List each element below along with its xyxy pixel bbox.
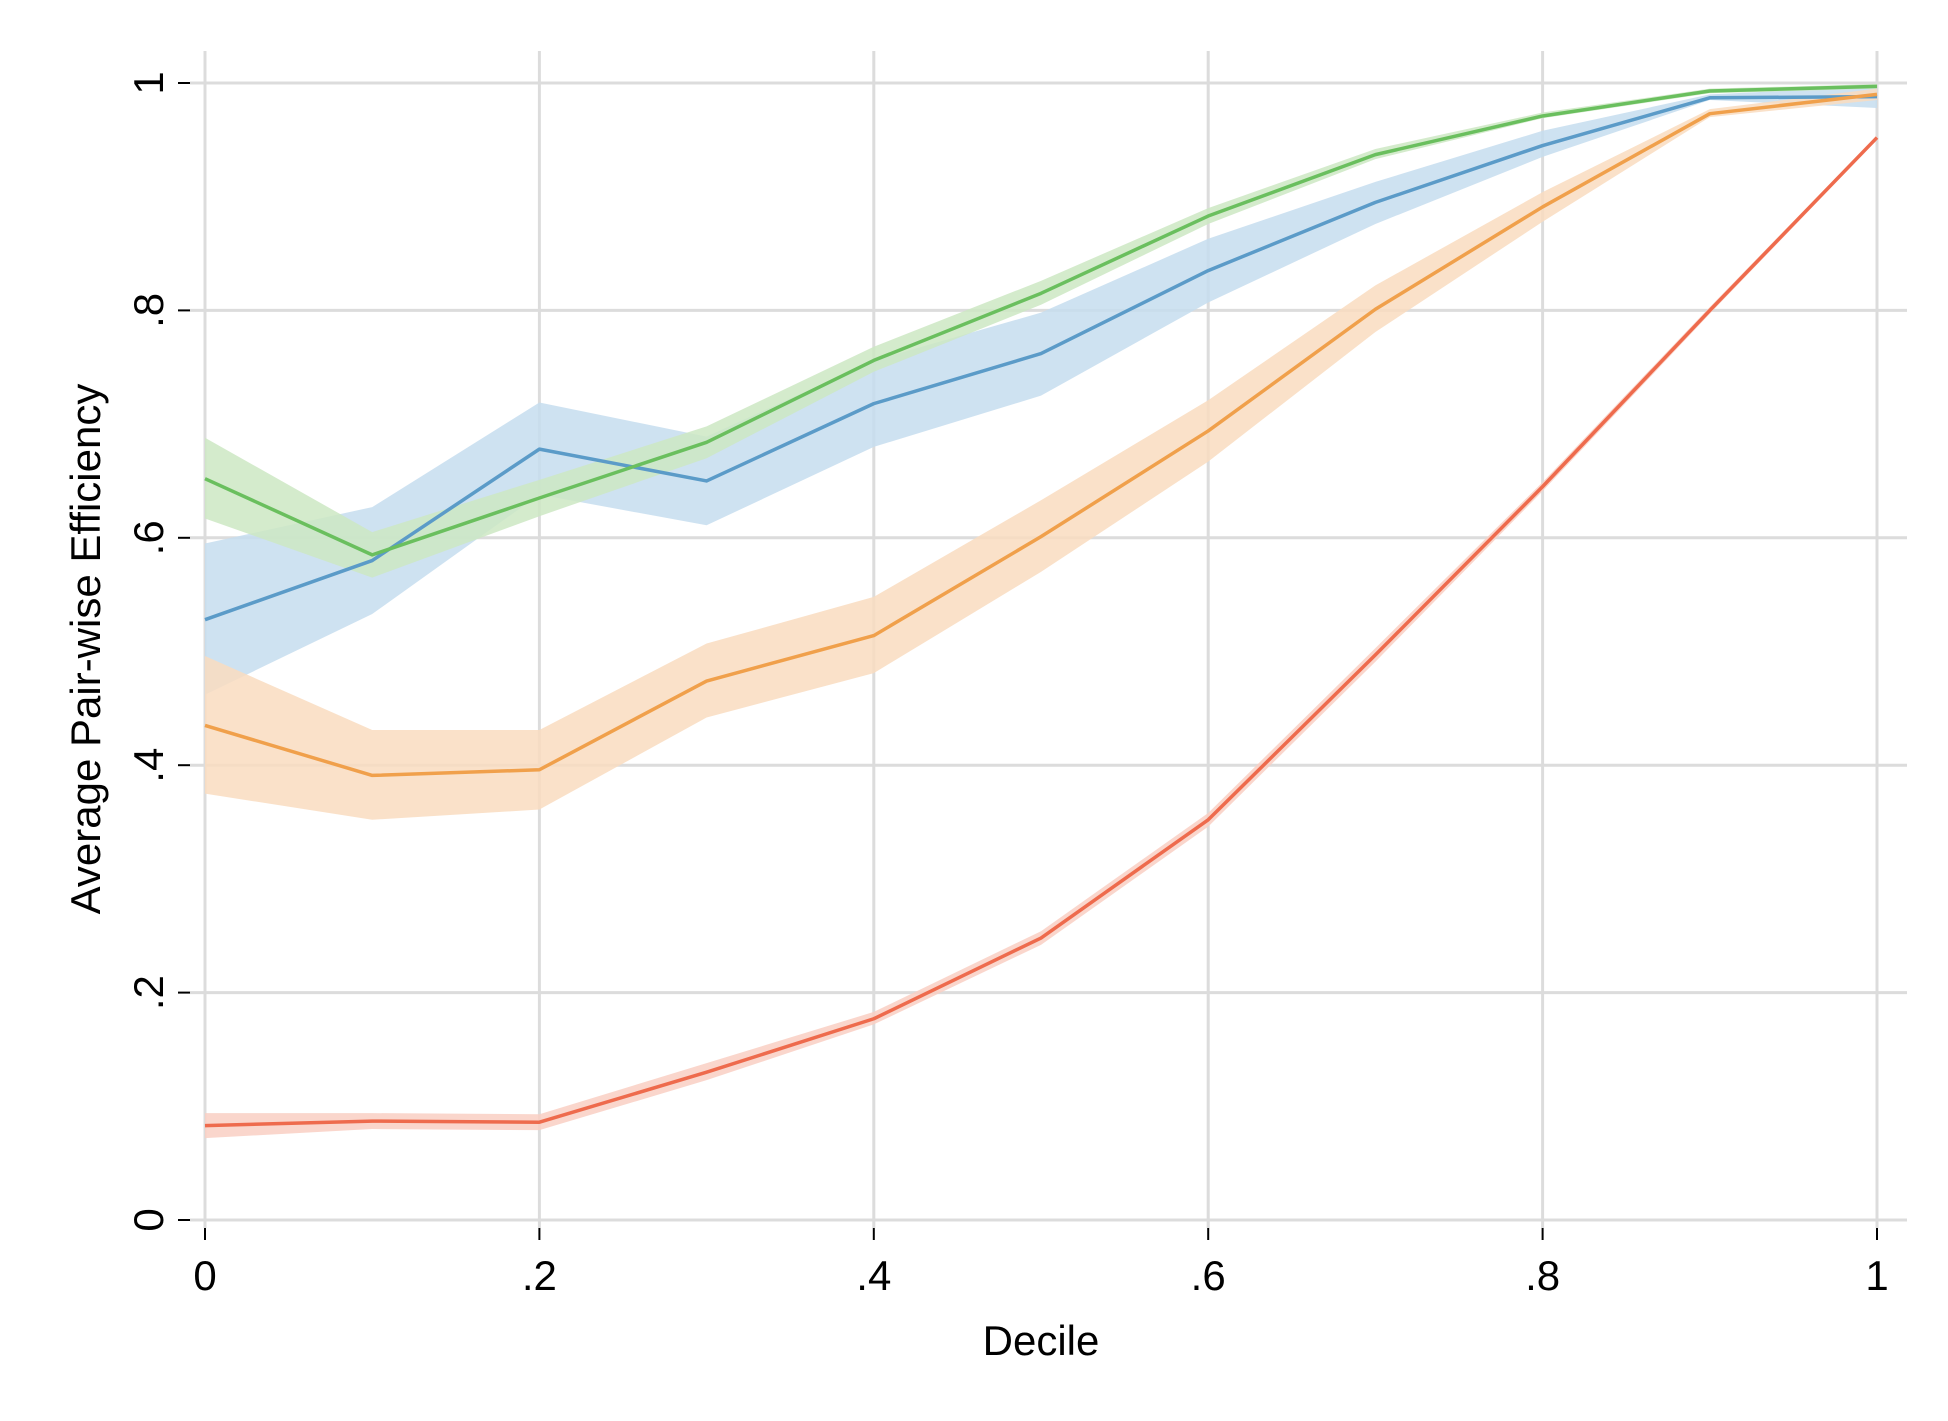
series-lines xyxy=(204,84,1879,1128)
x-tick-label: .2 xyxy=(522,1252,557,1299)
y-tick-label: 1 xyxy=(125,71,172,94)
axes: 0 .2 .4 .6 .8 1 0 .2 .4 .6 .8 1 xyxy=(125,71,1889,1299)
y-axis-title: Average Pair-wise Efficiency xyxy=(62,384,109,915)
x-tick-label: 0 xyxy=(193,1252,216,1299)
confidence-band-3 xyxy=(205,88,1877,820)
y-tick-label: .2 xyxy=(125,975,172,1010)
x-axis-title: Decile xyxy=(983,1317,1100,1364)
series-line-3 xyxy=(204,92,1878,778)
series-line-4 xyxy=(204,136,1879,1128)
confidence-bands xyxy=(205,84,1877,1139)
confidence-band-1 xyxy=(205,86,1877,695)
series-line-1 xyxy=(204,94,1878,622)
y-tick-label: .8 xyxy=(125,293,172,328)
x-tick-label: .8 xyxy=(1525,1252,1560,1299)
y-tick-label: 0 xyxy=(125,1208,172,1231)
x-tick-label: .4 xyxy=(856,1252,891,1299)
x-tick-label: .6 xyxy=(1191,1252,1226,1299)
grid xyxy=(190,51,1907,1228)
series-line-2 xyxy=(204,84,1878,557)
y-tick-label: .6 xyxy=(125,520,172,555)
x-tick-label: 1 xyxy=(1865,1252,1888,1299)
y-tick-label: .4 xyxy=(125,748,172,783)
confidence-band-2 xyxy=(205,84,1877,578)
